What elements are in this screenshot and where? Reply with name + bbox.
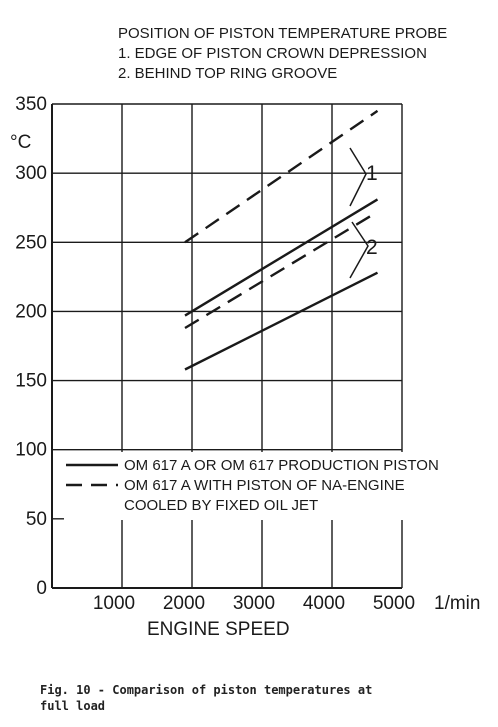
x-tick-5000: 5000 — [373, 593, 415, 614]
legend-label-solid: OM 617 A OR OM 617 PRODUCTION PISTON — [124, 457, 439, 474]
annotation-1-label: 1 — [366, 162, 378, 185]
series-2-dashed-line — [184, 210, 379, 330]
x-axis-title: ENGINE SPEED — [147, 619, 290, 640]
annotation-1-bracket — [349, 147, 367, 207]
y-axis-unit: °C — [10, 132, 31, 153]
x-axis-unit: 1/min — [434, 593, 480, 614]
chart-header: POSITION OF PISTON TEMPERATURE PROBE 1. … — [118, 25, 447, 82]
caption-line-2: full load — [40, 699, 105, 713]
x-tick-2000: 2000 — [163, 593, 205, 614]
header-line-2: 1. EDGE OF PISTON CROWN DEPRESSION — [118, 45, 427, 62]
figure-caption: Fig. 10 - Comparison of piston temperatu… — [40, 683, 372, 713]
curve-group-annotations: 1 2 — [349, 147, 378, 279]
y-tick-0: 0 — [36, 578, 47, 599]
header-line-3: 2. BEHIND TOP RING GROOVE — [118, 65, 337, 82]
y-tick-50: 50 — [26, 509, 47, 530]
x-tick-1000: 1000 — [93, 593, 135, 614]
grid — [51, 103, 403, 589]
y-tick-100: 100 — [15, 440, 47, 461]
y-tick-250: 250 — [15, 232, 47, 253]
legend-label-dashed-line-1: OM 617 A WITH PISTON OF NA-ENGINE — [124, 477, 405, 494]
y-tick-350: 350 — [15, 94, 47, 115]
y-tick-labels: 0 50 100 150 200 250 300 350 — [15, 94, 47, 599]
legend-background — [64, 452, 424, 520]
series-2-solid-line — [184, 271, 379, 371]
x-tick-4000: 4000 — [303, 593, 345, 614]
legend-label-dashed-line-2: COOLED BY FIXED OIL JET — [124, 497, 318, 514]
series-1-dashed-line — [184, 109, 379, 244]
annotation-2-label: 2 — [366, 236, 378, 259]
y-tick-300: 300 — [15, 163, 47, 184]
y-tick-200: 200 — [15, 301, 47, 322]
header-line-1: POSITION OF PISTON TEMPERATURE PROBE — [118, 25, 447, 42]
y-tick-150: 150 — [15, 371, 47, 392]
caption-line-1: Fig. 10 - Comparison of piston temperatu… — [40, 683, 372, 697]
legend: OM 617 A OR OM 617 PRODUCTION PISTON OM … — [64, 452, 439, 520]
series-1-solid-line — [184, 198, 379, 317]
data-series — [184, 109, 379, 371]
x-tick-labels: 1000 2000 3000 4000 5000 — [93, 593, 415, 614]
x-tick-3000: 3000 — [233, 593, 275, 614]
annotation-2-bracket — [349, 221, 369, 279]
